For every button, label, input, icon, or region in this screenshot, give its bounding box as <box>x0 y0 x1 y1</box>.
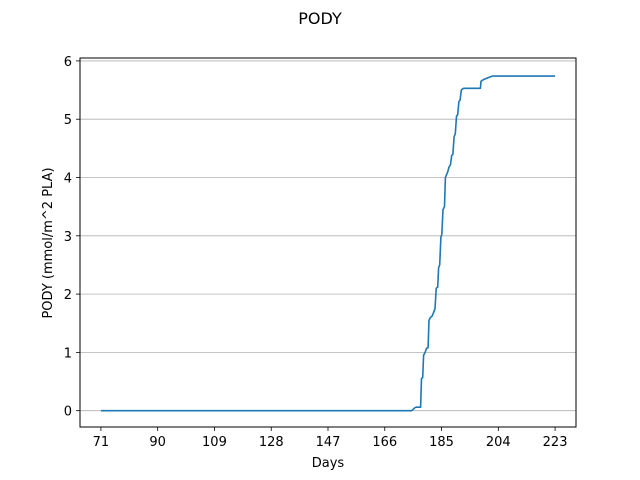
x-axis: 71 90 109 128 147 166 185 204 223 <box>93 427 568 450</box>
y-tick-label: 6 <box>64 55 72 70</box>
y-axis: 0 1 2 3 4 5 6 <box>64 55 80 420</box>
x-tick-label: 204 <box>486 435 511 450</box>
y-tick-label: 3 <box>64 230 72 245</box>
x-tick-label: 223 <box>543 435 568 450</box>
chart-title: PODY <box>298 9 342 28</box>
plot-frame <box>79 57 577 428</box>
y-tick-label: 0 <box>64 405 72 420</box>
y-tick-label: 5 <box>64 113 72 128</box>
x-axis-label: Days <box>312 456 345 471</box>
x-tick-label: 90 <box>149 435 166 450</box>
series-line <box>100 75 556 412</box>
x-tick-label: 71 <box>93 435 110 450</box>
y-tick-label: 2 <box>64 288 72 303</box>
x-tick-label: 147 <box>316 435 341 450</box>
grid-lines <box>80 60 576 412</box>
x-tick-label: 166 <box>372 435 397 450</box>
x-tick-label: 185 <box>429 435 454 450</box>
y-axis-label: PODY (mmol/m^2 PLA) <box>41 167 56 318</box>
x-tick-label: 109 <box>202 435 227 450</box>
x-tick-label: 128 <box>259 435 284 450</box>
series-group <box>100 75 556 412</box>
y-tick-label: 1 <box>64 346 72 361</box>
y-tick-label: 4 <box>64 172 72 187</box>
